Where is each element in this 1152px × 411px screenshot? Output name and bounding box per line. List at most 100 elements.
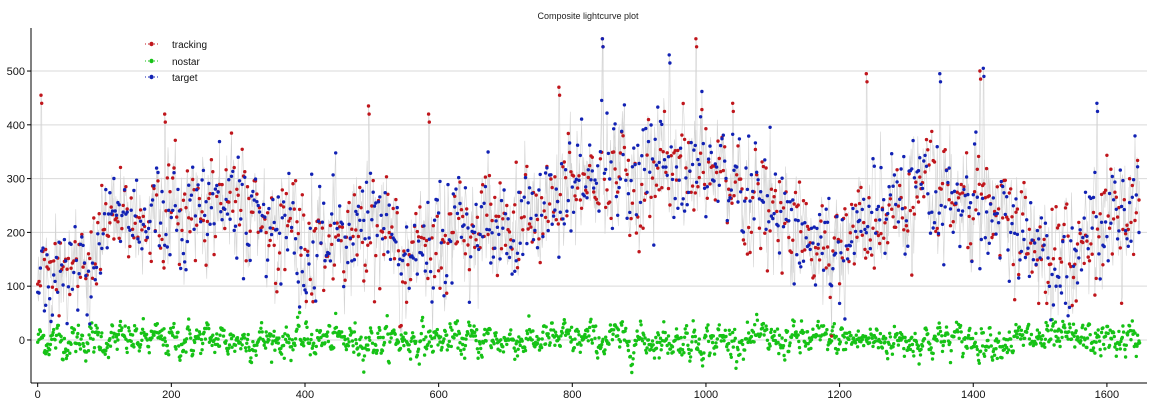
point-nostar bbox=[448, 322, 452, 326]
point-nostar bbox=[887, 342, 891, 346]
series-nostar bbox=[36, 310, 1142, 375]
point-nostar bbox=[749, 334, 754, 339]
point-nostar bbox=[919, 347, 923, 352]
point-target bbox=[987, 241, 991, 245]
point-target bbox=[213, 187, 218, 191]
point-nostar bbox=[584, 335, 588, 339]
point-target bbox=[243, 175, 247, 179]
point-nostar bbox=[1017, 325, 1022, 329]
point-nostar bbox=[649, 347, 653, 351]
point-target bbox=[291, 201, 295, 205]
point-target bbox=[958, 244, 962, 249]
point-target bbox=[231, 169, 235, 174]
point-target bbox=[1065, 275, 1069, 279]
point-nostar bbox=[326, 339, 331, 344]
point-nostar bbox=[910, 342, 915, 347]
point-tracking bbox=[121, 203, 125, 208]
point-tracking bbox=[213, 234, 218, 239]
point-nostar bbox=[891, 345, 895, 349]
point-target bbox=[117, 203, 121, 207]
point-tracking bbox=[473, 245, 477, 250]
point-target bbox=[372, 204, 377, 208]
point-target bbox=[394, 240, 398, 244]
point-nostar bbox=[96, 330, 101, 335]
point-nostar bbox=[674, 327, 679, 331]
point-nostar bbox=[938, 325, 942, 330]
point-target bbox=[519, 199, 524, 203]
point-nostar bbox=[493, 334, 498, 338]
point-target bbox=[781, 225, 786, 229]
point-nostar bbox=[745, 320, 750, 324]
point-target bbox=[860, 207, 864, 212]
point-nostar bbox=[494, 331, 498, 335]
point-target bbox=[485, 227, 489, 232]
point-target bbox=[827, 196, 831, 201]
point-tracking bbox=[219, 201, 223, 206]
point-tracking bbox=[208, 192, 212, 196]
point-tracking bbox=[93, 262, 97, 266]
point-tracking bbox=[204, 263, 208, 267]
point-nostar bbox=[438, 340, 442, 344]
point-target bbox=[1033, 241, 1037, 245]
point-target bbox=[1010, 221, 1014, 226]
point-target bbox=[38, 266, 43, 270]
point-nostar bbox=[1103, 347, 1107, 351]
point-target bbox=[256, 203, 260, 208]
point-target bbox=[747, 134, 751, 138]
point-nostar bbox=[130, 333, 135, 337]
point-target bbox=[1022, 237, 1026, 242]
point-nostar bbox=[431, 349, 435, 353]
point-nostar bbox=[508, 332, 512, 336]
point-tracking bbox=[392, 257, 397, 261]
point-tracking bbox=[780, 271, 784, 275]
point-target bbox=[489, 261, 493, 265]
point-tracking bbox=[366, 243, 370, 247]
point-nostar bbox=[535, 341, 540, 346]
point-target bbox=[423, 269, 427, 273]
point-nostar bbox=[63, 350, 67, 354]
point-nostar bbox=[684, 324, 689, 328]
point-target bbox=[188, 198, 192, 202]
point-tracking bbox=[567, 150, 572, 155]
point-tracking bbox=[718, 170, 723, 174]
point-target bbox=[534, 213, 538, 217]
point-tracking bbox=[501, 217, 505, 221]
point-target bbox=[350, 259, 354, 263]
point-target bbox=[605, 111, 609, 115]
point-tracking bbox=[763, 231, 767, 235]
point-nostar bbox=[201, 341, 205, 346]
point-target bbox=[62, 237, 67, 242]
point-nostar bbox=[283, 332, 287, 336]
point-nostar bbox=[1085, 336, 1090, 340]
point-nostar bbox=[488, 327, 492, 332]
point-target bbox=[215, 183, 219, 188]
point-tracking bbox=[577, 174, 581, 178]
point-target bbox=[685, 203, 689, 207]
point-tracking bbox=[735, 173, 739, 177]
point-tracking bbox=[338, 225, 342, 229]
point-target bbox=[612, 127, 616, 131]
point-nostar bbox=[386, 332, 390, 336]
point-nostar bbox=[332, 330, 337, 334]
point-nostar bbox=[701, 357, 705, 361]
point-nostar bbox=[314, 344, 318, 349]
point-nostar bbox=[696, 347, 700, 352]
point-tracking bbox=[1109, 167, 1113, 171]
point-nostar bbox=[129, 339, 133, 343]
point-tracking bbox=[571, 174, 576, 178]
point-tracking bbox=[828, 295, 832, 300]
point-target bbox=[109, 212, 113, 216]
point-tracking bbox=[684, 166, 688, 170]
point-target bbox=[428, 269, 433, 274]
point-tracking bbox=[943, 148, 947, 152]
point-nostar bbox=[86, 349, 91, 353]
point-target bbox=[538, 172, 542, 177]
point-target bbox=[121, 210, 125, 214]
point-target bbox=[642, 167, 647, 172]
point-nostar bbox=[1129, 338, 1133, 342]
point-nostar bbox=[589, 317, 593, 321]
point-nostar bbox=[860, 337, 864, 342]
point-tracking bbox=[129, 196, 133, 200]
point-tracking bbox=[630, 201, 635, 205]
point-nostar bbox=[914, 340, 919, 344]
